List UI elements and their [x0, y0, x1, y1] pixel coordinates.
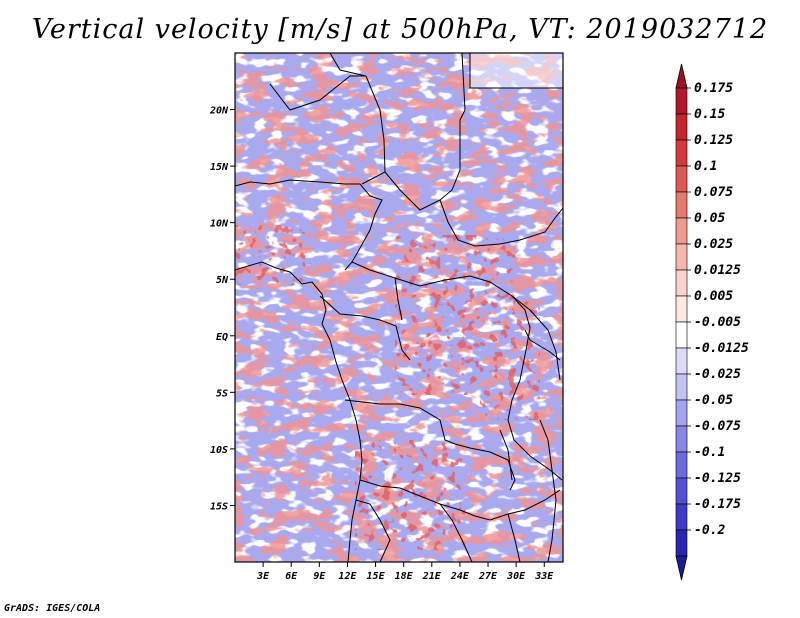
colorbar-legend: 0.175 0.15 0.125 0.1 0.075 0.05 0.025 0.0125 0.0…	[675, 63, 749, 581]
lon-tick-label: 18E	[395, 571, 414, 582]
longitude-axis: 3E 6E 9E 12E 15E 18E 21E 24E 27E 30E 33E	[256, 562, 554, 582]
map-frame	[234, 52, 564, 563]
lat-tick-label: 15S	[210, 501, 228, 512]
colorbar-label: -0.025	[694, 367, 741, 382]
colorbar-segment	[675, 295, 688, 323]
colorbar-label: -0.175	[694, 497, 741, 512]
colorbar-segment	[675, 191, 688, 219]
colorbar-label: 0.1	[694, 159, 717, 174]
lat-tick-label: EQ	[216, 332, 228, 343]
lon-tick-label: 3E	[256, 571, 270, 582]
country-borders	[235, 53, 563, 562]
colorbar-bottom-arrow	[675, 555, 688, 581]
colorbar-label: -0.2	[694, 523, 725, 538]
lon-tick-label: 33E	[534, 571, 554, 582]
colorbar-label: -0.0125	[694, 341, 749, 356]
colorbar-segment	[675, 503, 688, 531]
colorbar-segment	[675, 269, 688, 297]
colorbar-segment	[675, 113, 688, 141]
lon-tick-label: 9E	[313, 571, 326, 582]
colorbar-segment	[675, 347, 688, 375]
colorbar-label: 0.05	[694, 211, 725, 226]
lon-tick-label: 30E	[506, 571, 526, 582]
colorbar-segment	[675, 217, 688, 245]
colorbar-segment	[675, 451, 688, 479]
colorbar-segment	[675, 399, 688, 427]
colorbar-segment	[675, 373, 688, 401]
colorbar-top-arrow	[675, 63, 688, 89]
lon-tick-label: 24E	[450, 571, 470, 582]
lat-tick-label: 5S	[216, 388, 228, 399]
colorbar-segment	[675, 243, 688, 271]
latitude-axis: 20N 15N 10N 5N EQ 5S 10S 15S	[209, 106, 235, 512]
colorbar-label: 0.125	[694, 133, 733, 148]
lat-tick-label: 15N	[210, 162, 229, 173]
colorbar-label: 0.175	[694, 81, 733, 96]
colorbar-segment	[675, 165, 688, 193]
colorbar-label: -0.075	[694, 419, 741, 434]
colorbar-label: -0.005	[694, 315, 741, 330]
colorbar-label: 0.15	[694, 107, 725, 122]
colorbar-label: 0.025	[694, 237, 733, 252]
colorbar-segment	[675, 477, 688, 505]
lat-tick-label: 20N	[209, 106, 229, 117]
colorbar-label: 0.0125	[694, 263, 741, 278]
lon-tick-label: 27E	[478, 571, 498, 582]
colorbar-label: 0.005	[694, 289, 733, 304]
colorbar-segment	[675, 529, 688, 557]
lon-tick-label: 15E	[367, 571, 386, 582]
colorbar-label: 0.075	[694, 185, 733, 200]
lat-tick-label: 10N	[210, 219, 229, 230]
lon-tick-label: 21E	[422, 571, 442, 582]
lon-tick-label: 12E	[338, 571, 357, 582]
lat-tick-label: 10S	[210, 445, 228, 456]
colorbar-label: -0.05	[694, 393, 733, 408]
colorbar-label: -0.125	[694, 471, 741, 486]
colorbar-segment	[675, 321, 688, 349]
colorbar-segment	[675, 87, 688, 115]
colorbar-segment	[675, 139, 688, 167]
footer-credit: GrADS: IGES/COLA	[4, 603, 101, 614]
lon-tick-label: 6E	[285, 571, 298, 582]
map-title: Vertical velocity [m/s] at 500hPa, VT: 2…	[31, 14, 769, 45]
colorbar-segment	[675, 425, 688, 453]
lat-tick-label: 5N	[216, 275, 229, 286]
colorbar-label: -0.1	[694, 445, 725, 460]
